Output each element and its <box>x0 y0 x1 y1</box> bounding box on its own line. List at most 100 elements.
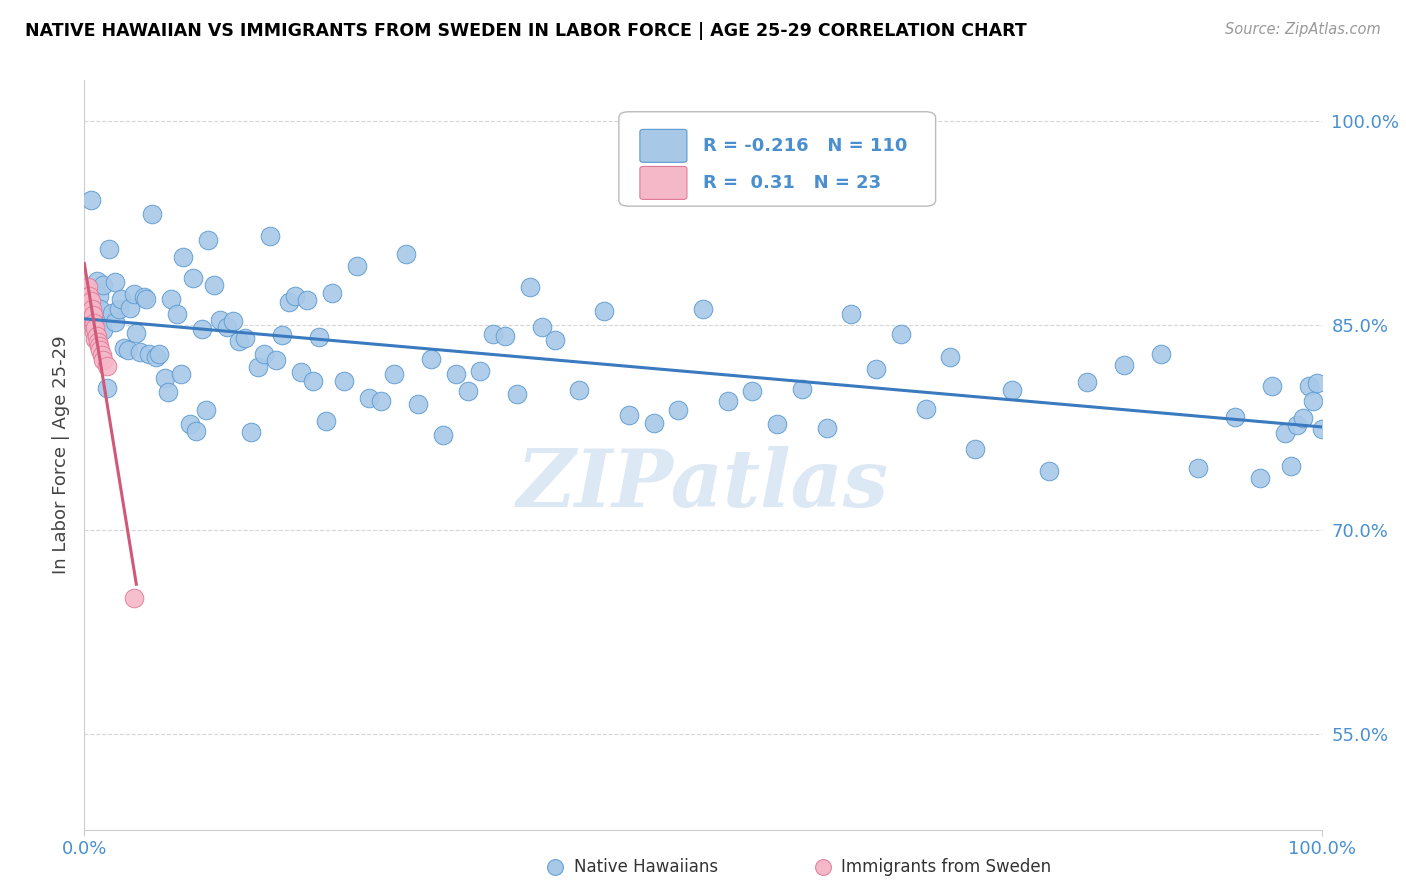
Point <box>284 289 307 303</box>
Text: Native Hawaiians: Native Hawaiians <box>574 858 718 876</box>
Point <box>432 428 454 442</box>
Point <box>790 382 813 396</box>
Text: R =  0.31   N = 23: R = 0.31 N = 23 <box>703 174 882 192</box>
Point <box>1298 378 1320 392</box>
Point <box>1274 426 1296 441</box>
Point <box>181 270 204 285</box>
Text: ZIPatlas: ZIPatlas <box>517 446 889 524</box>
Point <box>1279 459 1302 474</box>
Point <box>89 343 111 357</box>
Point <box>1261 379 1284 393</box>
Point <box>215 320 238 334</box>
Text: R = -0.216   N = 110: R = -0.216 N = 110 <box>703 136 907 155</box>
Point <box>91 352 114 367</box>
Point <box>1038 464 1060 478</box>
Y-axis label: In Labor Force | Age 25-29: In Labor Force | Age 25-29 <box>52 335 70 574</box>
Point <box>382 368 405 382</box>
FancyBboxPatch shape <box>640 167 688 200</box>
Point <box>1076 375 1098 389</box>
Point <box>148 346 170 360</box>
Point <box>253 347 276 361</box>
Point <box>481 326 503 341</box>
Point <box>741 384 763 398</box>
Point <box>766 417 789 432</box>
Point <box>1292 411 1315 425</box>
Point <box>91 322 114 336</box>
Point <box>135 292 157 306</box>
Point <box>333 374 356 388</box>
Point <box>100 306 122 320</box>
Point <box>77 280 100 294</box>
Point <box>865 362 887 376</box>
Point <box>108 301 131 316</box>
Point <box>1285 418 1308 433</box>
Point <box>321 285 343 300</box>
Point <box>295 293 318 307</box>
Point <box>470 363 492 377</box>
Point <box>120 301 142 316</box>
Point <box>79 305 101 319</box>
Point <box>308 330 330 344</box>
Point <box>1305 376 1327 390</box>
Point <box>86 274 108 288</box>
Point <box>593 304 616 318</box>
Point <box>457 384 479 399</box>
Point <box>125 326 148 340</box>
Point <box>228 334 250 348</box>
Point <box>315 414 337 428</box>
Point <box>191 322 214 336</box>
Point <box>122 591 145 605</box>
Point <box>890 326 912 341</box>
Text: Immigrants from Sweden: Immigrants from Sweden <box>841 858 1050 876</box>
Point <box>1302 394 1324 409</box>
Point <box>1223 410 1246 425</box>
Point <box>83 316 105 330</box>
Point <box>91 277 114 292</box>
Point <box>408 397 430 411</box>
FancyBboxPatch shape <box>619 112 935 206</box>
Point <box>89 289 111 303</box>
Point <box>89 339 111 353</box>
Point <box>138 347 160 361</box>
Point <box>104 275 127 289</box>
Point <box>240 425 263 439</box>
Point <box>1112 358 1135 372</box>
Point <box>153 370 176 384</box>
Point <box>141 207 163 221</box>
Point <box>172 251 194 265</box>
Point <box>914 402 936 417</box>
Point <box>519 280 541 294</box>
Point <box>79 193 101 207</box>
Point <box>1001 383 1024 397</box>
Point <box>717 393 740 408</box>
Point <box>194 402 217 417</box>
Point <box>96 359 118 374</box>
Point <box>84 332 107 346</box>
Point <box>86 329 108 343</box>
Point <box>166 307 188 321</box>
Point <box>132 290 155 304</box>
Point <box>87 334 110 349</box>
Point <box>80 302 103 317</box>
Point <box>617 408 640 422</box>
Point <box>643 417 665 431</box>
Point <box>96 381 118 395</box>
Point <box>129 345 152 359</box>
Point <box>259 228 281 243</box>
Point <box>202 278 225 293</box>
Point <box>170 368 193 382</box>
Point <box>531 319 554 334</box>
Point <box>444 367 467 381</box>
Point <box>197 233 219 247</box>
Point <box>1187 461 1209 475</box>
Point <box>494 329 516 343</box>
Point <box>692 302 714 317</box>
Point <box>939 350 962 364</box>
Point <box>209 313 232 327</box>
Point <box>1310 422 1333 436</box>
Point <box>370 393 392 408</box>
Point <box>395 247 418 261</box>
FancyBboxPatch shape <box>640 129 688 162</box>
Point <box>82 318 104 333</box>
Point <box>544 860 567 874</box>
